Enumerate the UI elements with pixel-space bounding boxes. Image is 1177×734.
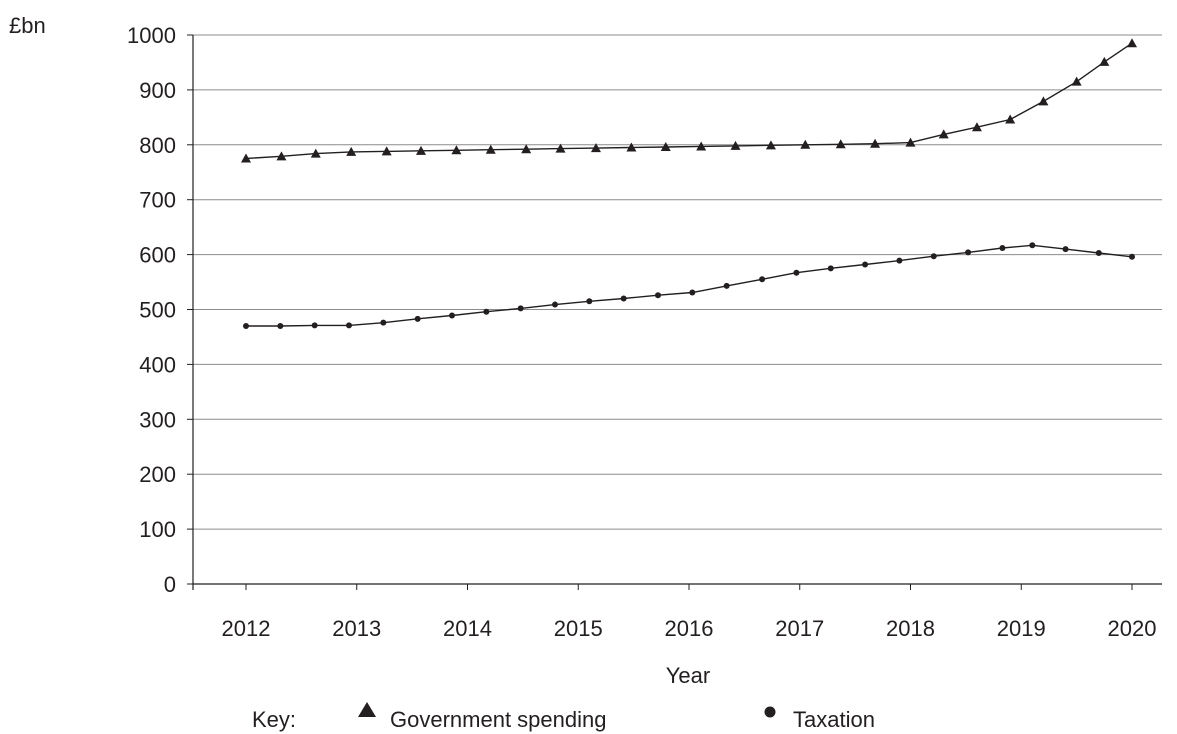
data-point-government-spending	[835, 139, 846, 149]
data-point-government-spending	[660, 141, 671, 151]
y-tick-label: 900	[139, 78, 176, 103]
data-point-government-spending	[485, 144, 496, 154]
data-point-government-spending	[1071, 76, 1082, 86]
x-tick-label: 2020	[1108, 616, 1157, 641]
data-point-government-spending	[310, 148, 321, 158]
y-tick-label: 500	[139, 298, 176, 323]
data-point-taxation	[999, 245, 1006, 252]
data-point-government-spending	[555, 143, 566, 153]
y-tick-label: 600	[139, 243, 176, 268]
data-point-taxation	[483, 308, 490, 315]
data-point-government-spending	[1038, 96, 1049, 106]
series-group	[241, 38, 1137, 329]
x-tick-label: 2018	[886, 616, 935, 641]
series-line-taxation	[246, 244, 1133, 327]
x-tick-labels: 2012 2013 2014 2015 2016 2017 2018 2019 2020	[222, 616, 1157, 641]
data-point-government-spending	[241, 153, 251, 163]
data-point-taxation	[380, 319, 387, 326]
data-point-taxation	[1129, 253, 1135, 260]
y-tick-label: 100	[139, 517, 176, 542]
data-point-government-spending	[276, 151, 287, 161]
data-point-government-spending	[415, 145, 426, 155]
data-point-taxation	[723, 282, 730, 289]
x-tick-label: 2016	[665, 616, 714, 641]
data-point-taxation	[965, 249, 972, 256]
data-point-government-spending	[1127, 38, 1137, 48]
data-point-taxation	[551, 301, 558, 308]
data-point-government-spending	[381, 146, 392, 156]
data-point-government-spending	[696, 141, 707, 151]
data-point-taxation	[689, 289, 696, 296]
y-tick-label: 1000	[127, 23, 176, 48]
x-tick-label: 2015	[554, 616, 603, 641]
legend-circle-marker	[764, 706, 776, 718]
legend: Key: Government spending Taxation	[252, 702, 875, 732]
y-tick-label: 0	[164, 572, 176, 597]
data-point-taxation	[896, 257, 903, 264]
data-point-taxation	[862, 261, 869, 268]
legend-title: Key:	[252, 707, 296, 732]
data-point-taxation	[277, 322, 284, 329]
x-tick-label: 2013	[332, 616, 381, 641]
data-point-government-spending	[730, 140, 741, 150]
data-point-taxation	[311, 322, 318, 329]
data-point-taxation	[930, 253, 937, 260]
gridlines	[193, 34, 1162, 530]
data-point-taxation	[654, 292, 661, 299]
data-point-government-spending	[765, 140, 776, 150]
y-tick-label: 700	[139, 188, 176, 213]
data-point-government-spending	[521, 144, 532, 154]
data-point-government-spending	[870, 138, 881, 148]
legend-triangle-marker	[358, 702, 376, 717]
y-tick-label: 400	[139, 352, 176, 377]
x-tick-label: 2014	[443, 616, 492, 641]
y-tick-label: 800	[139, 133, 176, 158]
data-point-government-spending	[938, 129, 949, 139]
data-point-taxation	[1029, 242, 1036, 249]
data-point-government-spending	[346, 146, 357, 156]
data-point-government-spending	[590, 143, 601, 153]
x-tick-label: 2012	[222, 616, 271, 641]
data-point-taxation	[793, 269, 800, 276]
data-point-government-spending	[971, 122, 982, 132]
data-point-taxation	[620, 295, 627, 302]
series-line-government-spending	[245, 42, 1133, 160]
y-tick-label: 300	[139, 407, 176, 432]
legend-label-government-spending: Government spending	[390, 707, 606, 732]
data-point-taxation	[1062, 246, 1069, 253]
data-point-government-spending	[905, 137, 916, 147]
data-point-taxation	[345, 322, 352, 329]
legend-label-taxation: Taxation	[793, 707, 875, 732]
data-point-taxation	[517, 305, 524, 312]
data-point-taxation	[448, 312, 455, 319]
data-point-taxation	[1095, 249, 1102, 256]
data-point-taxation	[586, 298, 593, 305]
x-tick-label: 2019	[997, 616, 1046, 641]
data-point-taxation	[414, 315, 421, 322]
data-point-government-spending	[1005, 114, 1016, 124]
x-tick-label: 2017	[775, 616, 824, 641]
data-point-government-spending	[626, 142, 637, 152]
y-tick-label: 200	[139, 462, 176, 487]
y-tick-labels: 0 100 200 300 400 500 600 700 800 900 1000	[127, 23, 176, 597]
data-point-government-spending	[800, 139, 811, 149]
data-point-government-spending	[451, 145, 462, 155]
y-axis-label: £bn	[9, 13, 46, 38]
x-axis-label: Year	[666, 663, 710, 688]
data-point-government-spending	[1099, 56, 1110, 66]
data-point-taxation	[759, 276, 766, 283]
data-point-taxation	[243, 322, 249, 329]
data-point-taxation	[827, 265, 834, 272]
axes	[187, 34, 1162, 590]
